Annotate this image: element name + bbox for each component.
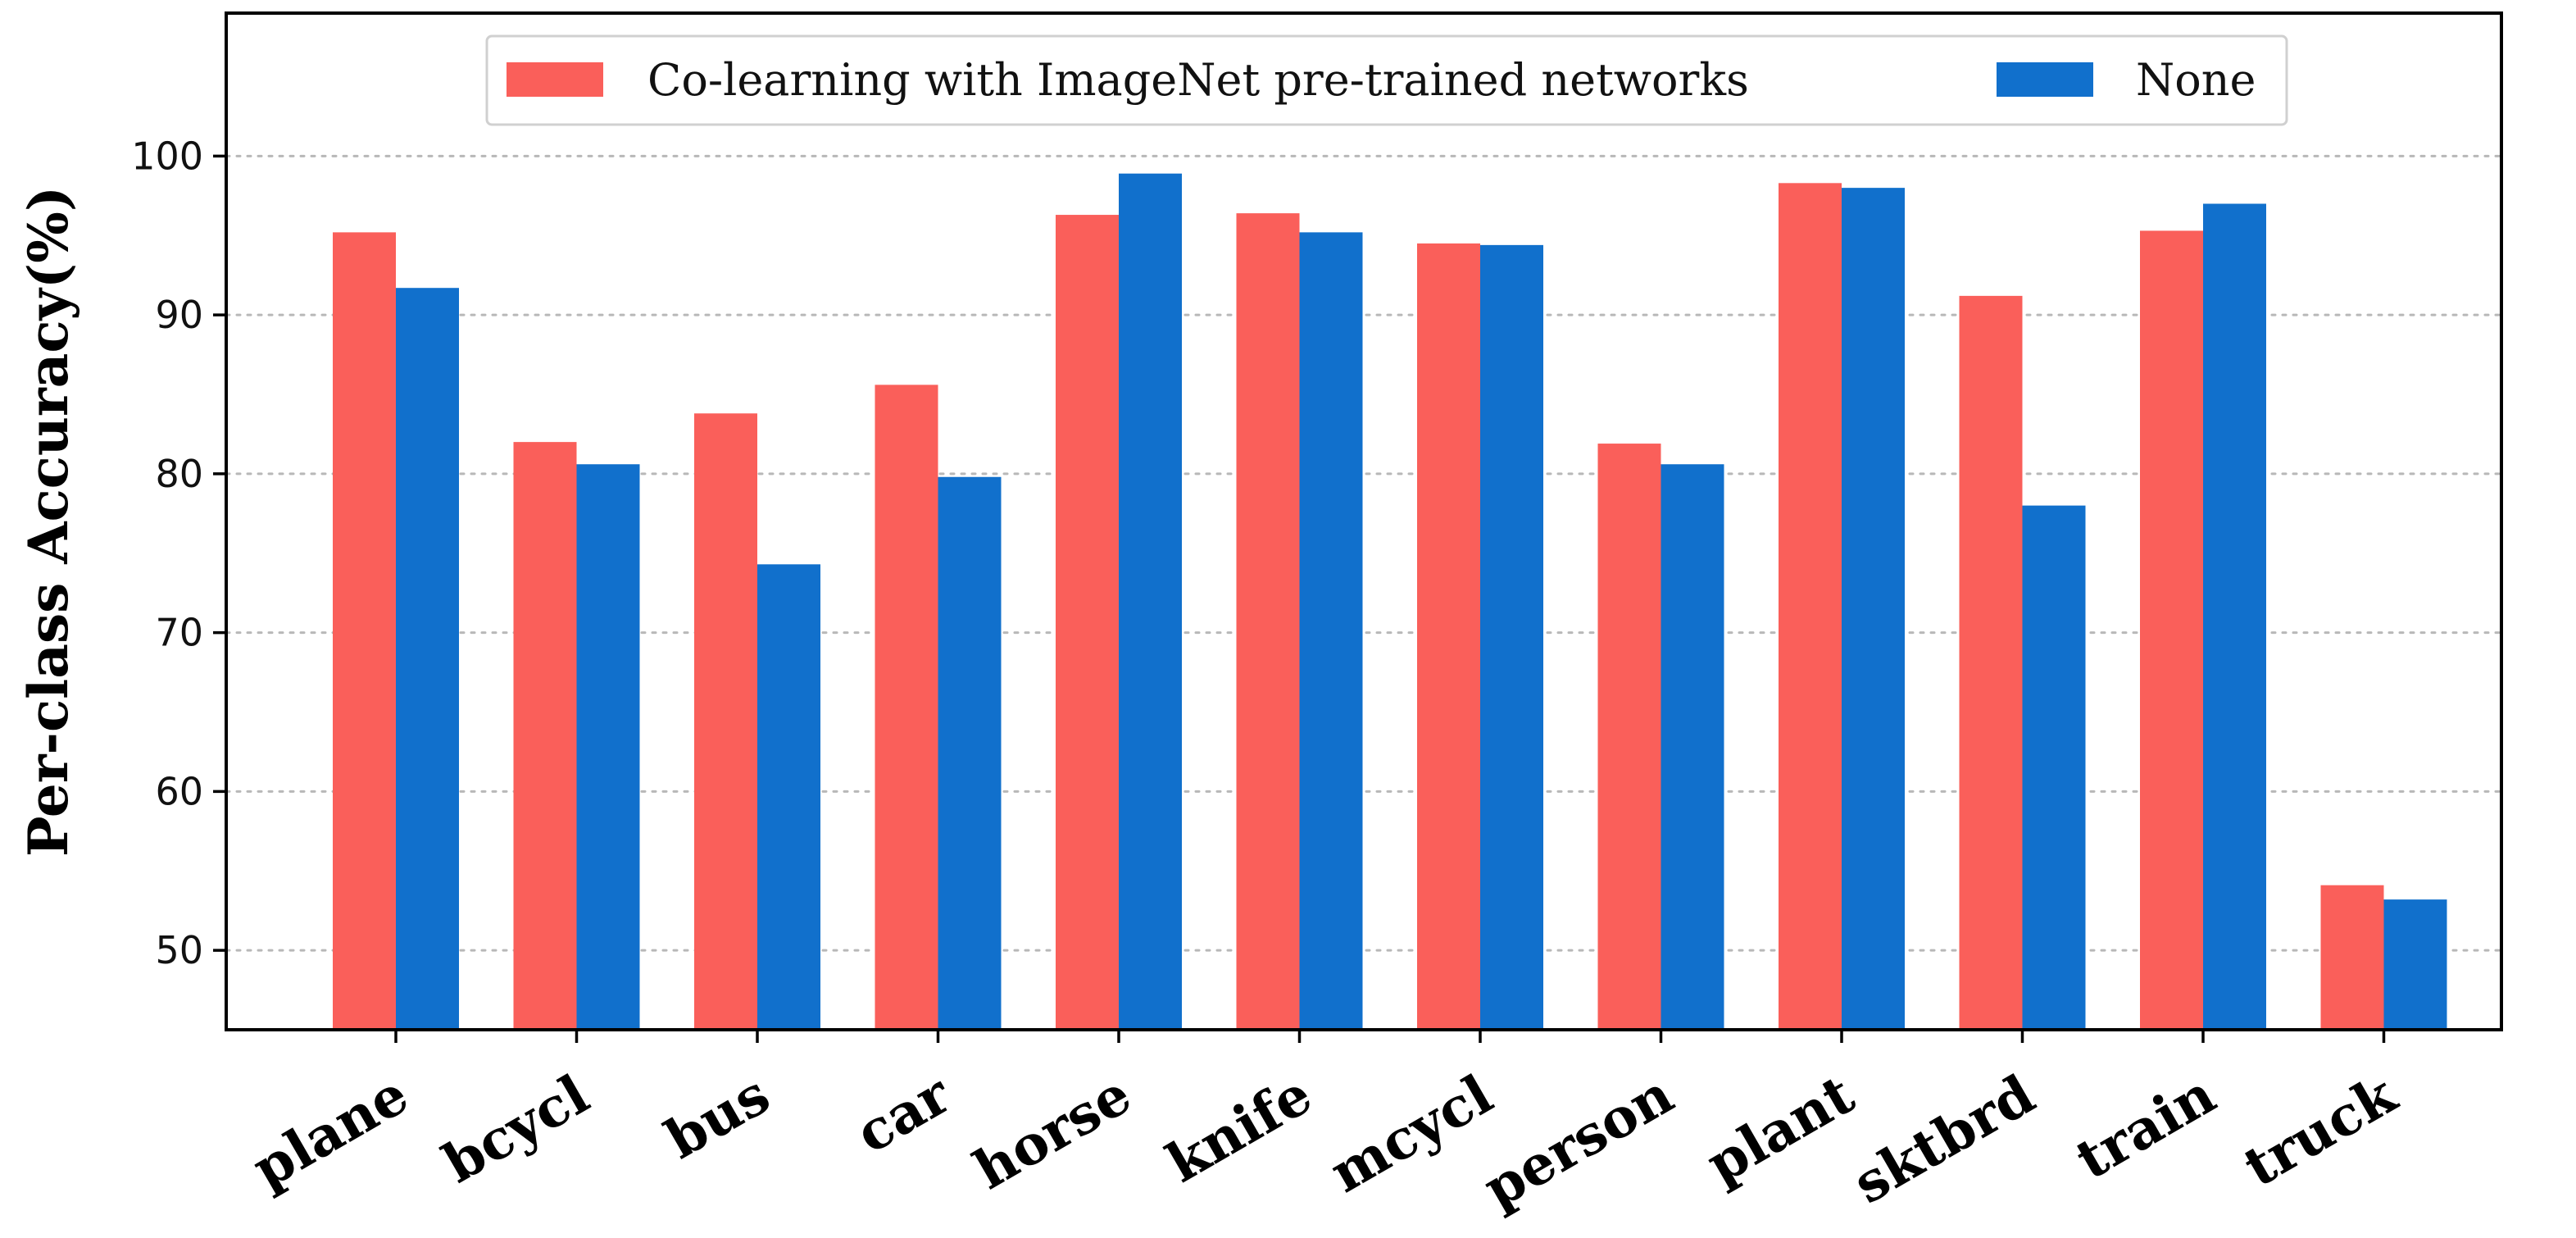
- bars: [333, 173, 2447, 1030]
- bar-plant-co-learning: [1779, 183, 1842, 1030]
- bar-plane-none: [396, 288, 459, 1030]
- grid-lines: [225, 154, 2503, 952]
- y-tick-label-60: 60: [155, 769, 203, 813]
- x-tick-label-mcycl: mcycl: [1320, 1062, 1503, 1204]
- bar-bus-co-learning: [694, 413, 757, 1030]
- x-tick-label-plane: plane: [242, 1062, 419, 1201]
- bar-truck-none: [2383, 899, 2447, 1030]
- legend-swatch-co-learning: [507, 62, 603, 97]
- x-tick-label-bus: bus: [655, 1062, 780, 1171]
- y-axis: 50 60 70 80 90 100: [131, 134, 226, 972]
- x-tick-label-car: car: [845, 1062, 961, 1166]
- legend: Co-learning with ImageNet pre-trained ne…: [485, 34, 2288, 126]
- legend-swatch-none: [1997, 62, 2093, 97]
- bar-horse-none: [1119, 173, 1182, 1030]
- bar-plane-co-learning: [333, 232, 396, 1030]
- x-tick-label-horse: horse: [963, 1062, 1141, 1202]
- y-tick-label-100: 100: [131, 134, 203, 178]
- bar-bcycl-co-learning: [513, 442, 577, 1030]
- x-tick-label-train: train: [2065, 1062, 2226, 1191]
- bar-car-co-learning: [875, 385, 938, 1030]
- bar-train-co-learning: [2140, 230, 2203, 1030]
- legend-label-none: None: [2136, 54, 2256, 106]
- y-tick-label-70: 70: [155, 611, 203, 655]
- x-tick-label-sktbrd: sktbrd: [1842, 1062, 2045, 1216]
- x-tick-label-plant: plant: [1696, 1062, 1865, 1196]
- bar-bus-none: [757, 564, 820, 1030]
- x-tick-label-knife: knife: [1156, 1062, 1322, 1195]
- y-tick-label-50: 50: [155, 928, 203, 972]
- x-tick-label-truck: truck: [2233, 1062, 2408, 1199]
- bar-knife-co-learning: [1236, 213, 1300, 1030]
- legend-frame: [485, 34, 2288, 126]
- x-tick-label-person: person: [1473, 1062, 1683, 1221]
- bar-mcycl-none: [1480, 244, 1543, 1030]
- y-tick-label-80: 80: [155, 452, 203, 496]
- bar-sktbrd-co-learning: [1959, 295, 2023, 1030]
- bar-sktbrd-none: [2022, 505, 2086, 1030]
- x-tick-label-bcycl: bcycl: [433, 1062, 600, 1195]
- y-tick-label-90: 90: [155, 293, 203, 337]
- bar-horse-co-learning: [1056, 215, 1119, 1030]
- plot-frame: [225, 11, 2503, 1031]
- bar-mcycl-co-learning: [1417, 243, 1480, 1030]
- bar-truck-co-learning: [2320, 885, 2384, 1030]
- bar-person-none: [1661, 464, 1724, 1030]
- bar-plant-none: [1842, 188, 1905, 1030]
- legend-label-co-learning: Co-learning with ImageNet pre-trained ne…: [647, 54, 1749, 106]
- bar-bcycl-none: [576, 464, 640, 1030]
- bar-person-co-learning: [1597, 444, 1661, 1030]
- bar-car-none: [938, 476, 1002, 1030]
- bar-train-none: [2203, 203, 2266, 1030]
- bar-knife-none: [1299, 232, 1363, 1030]
- y-axis-label: Per-class Accuracy(%): [16, 186, 80, 857]
